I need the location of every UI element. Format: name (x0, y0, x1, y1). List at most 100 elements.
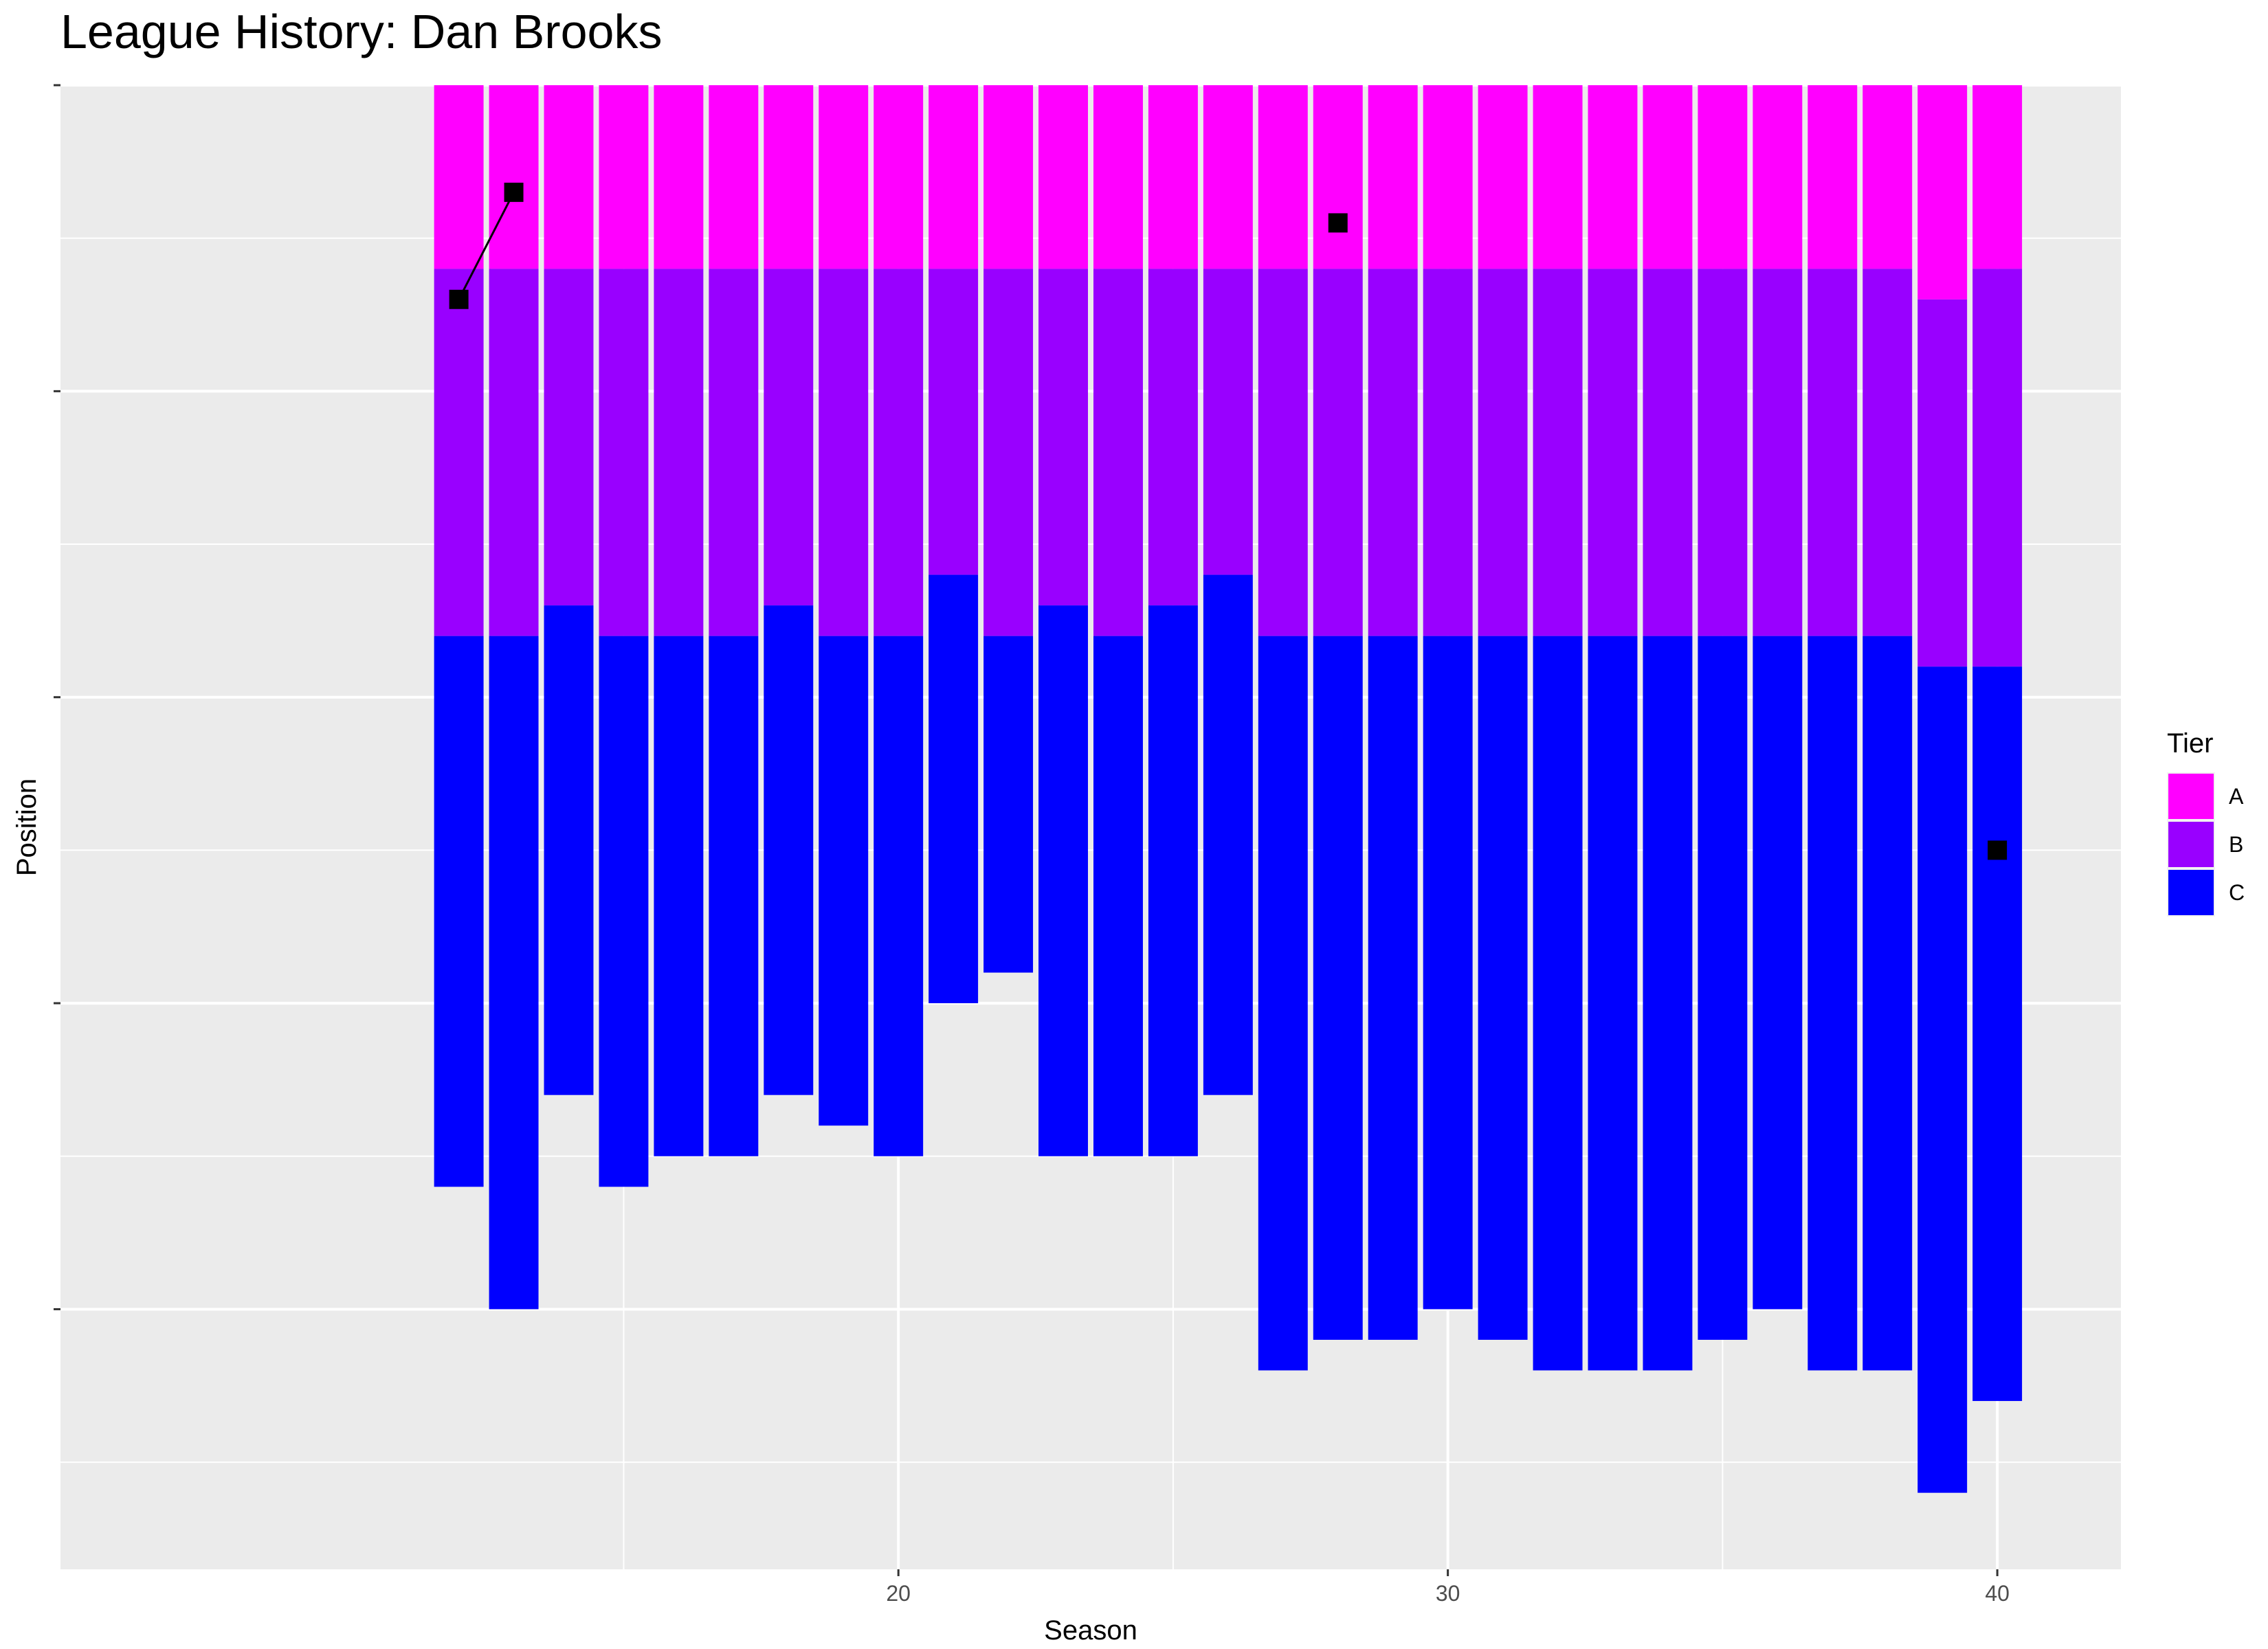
legend-swatch-a (2168, 774, 2214, 819)
bar-tier-a-season-35 (1698, 85, 1748, 269)
bar-tier-c-season-38 (1863, 636, 1913, 1371)
position-markers (449, 182, 2008, 860)
bar-tier-c-season-14 (544, 605, 594, 1095)
x-tick-label: 20 (886, 1581, 911, 1606)
bar-tier-b-season-18 (764, 269, 814, 606)
bar-tier-b-season-16 (654, 269, 704, 636)
position-marker-season-40 (1988, 840, 2008, 860)
bar-tier-c-season-22 (983, 636, 1034, 973)
y-axis-title: Position (12, 778, 42, 876)
bar-tier-a-season-25 (1148, 85, 1198, 269)
bar-tier-c-season-13 (489, 636, 539, 1310)
bar-tier-b-season-12 (434, 269, 484, 636)
bar-tier-b-season-22 (983, 269, 1034, 636)
bar-tier-b-season-40 (1972, 269, 2023, 667)
bar-tier-a-season-36 (1753, 85, 1803, 269)
bar-tier-b-season-39 (1917, 299, 1968, 667)
bars (434, 85, 2023, 1493)
bar-tier-b-season-24 (1093, 269, 1143, 636)
bar-tier-b-season-14 (544, 269, 594, 606)
bar-tier-a-season-32 (1533, 85, 1583, 269)
bar-tier-a-season-38 (1863, 85, 1913, 269)
bar-tier-c-season-24 (1093, 636, 1143, 1156)
bar-tier-c-season-19 (819, 636, 869, 1126)
bar-tier-a-season-12 (434, 85, 484, 269)
bar-tier-b-season-32 (1533, 269, 1583, 636)
bar-tier-c-season-37 (1808, 636, 1858, 1371)
bar-tier-c-season-35 (1698, 636, 1748, 1340)
bar-tier-c-season-32 (1533, 636, 1583, 1371)
bar-tier-b-season-34 (1643, 269, 1693, 636)
bar-tier-a-season-31 (1478, 85, 1528, 269)
bar-tier-a-season-27 (1258, 85, 1308, 269)
bar-tier-a-season-33 (1588, 85, 1638, 269)
bar-tier-c-season-21 (929, 574, 979, 1004)
bar-tier-b-season-31 (1478, 269, 1528, 636)
bar-tier-b-season-37 (1808, 269, 1858, 636)
bar-tier-c-season-12 (434, 636, 484, 1187)
bar-tier-b-season-35 (1698, 269, 1748, 636)
legend-label-b: B (2229, 832, 2243, 857)
bar-tier-c-season-18 (764, 605, 814, 1095)
bar-tier-c-season-36 (1753, 636, 1803, 1310)
bar-tier-a-season-17 (709, 85, 759, 269)
bar-tier-a-season-26 (1203, 85, 1253, 269)
position-marker-season-12 (449, 289, 469, 309)
bar-tier-a-season-23 (1038, 85, 1089, 269)
bar-tier-b-season-23 (1038, 269, 1089, 606)
bar-tier-c-season-31 (1478, 636, 1528, 1340)
bar-tier-a-season-29 (1368, 85, 1418, 269)
bar-tier-c-season-39 (1917, 666, 1968, 1493)
bar-tier-a-season-20 (874, 85, 924, 269)
position-marker-season-13 (504, 182, 524, 202)
bar-tier-a-season-34 (1643, 85, 1693, 269)
bar-tier-b-season-30 (1423, 269, 1473, 636)
bar-tier-a-season-19 (819, 85, 869, 269)
x-tick-label: 40 (1985, 1581, 2010, 1606)
bar-tier-c-season-33 (1588, 636, 1638, 1371)
bar-tier-b-season-27 (1258, 269, 1308, 636)
bar-tier-a-season-24 (1093, 85, 1143, 269)
bar-tier-b-season-36 (1753, 269, 1803, 636)
legend-swatch-b (2168, 822, 2214, 867)
axes: 20 30 40 (54, 84, 2010, 1606)
bar-tier-c-season-20 (874, 636, 924, 1156)
bar-tier-a-season-30 (1423, 85, 1473, 269)
bar-tier-b-season-26 (1203, 269, 1253, 575)
bar-tier-b-season-25 (1148, 269, 1198, 606)
chart-title: League History: Dan Brooks (60, 5, 662, 58)
bar-tier-c-season-23 (1038, 605, 1089, 1156)
bar-tier-b-season-33 (1588, 269, 1638, 636)
bar-tier-b-season-17 (709, 269, 759, 636)
bar-tier-a-season-22 (983, 85, 1034, 269)
bar-tier-c-season-25 (1148, 605, 1198, 1156)
bar-tier-c-season-40 (1972, 666, 2023, 1402)
bar-tier-b-season-15 (599, 269, 649, 636)
bar-tier-b-season-29 (1368, 269, 1418, 636)
position-line (458, 192, 515, 300)
bar-tier-c-season-27 (1258, 636, 1308, 1371)
legend: Tier ABC (2167, 728, 2245, 917)
bar-tier-c-season-17 (709, 636, 759, 1156)
bar-tier-a-season-15 (599, 85, 649, 269)
x-tick-label: 30 (1436, 1581, 1460, 1606)
bar-tier-a-season-21 (929, 85, 979, 269)
bar-tier-b-season-19 (819, 269, 869, 636)
bar-tier-c-season-28 (1313, 636, 1363, 1340)
legend-title: Tier (2167, 728, 2213, 759)
bar-tier-a-season-40 (1972, 85, 2023, 269)
bar-tier-b-season-38 (1863, 269, 1913, 636)
bar-tier-b-season-13 (489, 269, 539, 636)
bar-tier-c-season-29 (1368, 636, 1418, 1340)
bar-tier-a-season-13 (489, 85, 539, 269)
bar-tier-c-season-15 (599, 636, 649, 1187)
legend-label-c: C (2229, 880, 2245, 905)
legend-label-a: A (2229, 784, 2244, 809)
bar-tier-a-season-16 (654, 85, 704, 269)
bar-tier-c-season-16 (654, 636, 704, 1156)
legend-swatch-c (2168, 870, 2214, 915)
bar-tier-a-season-39 (1917, 85, 1968, 300)
bar-tier-a-season-28 (1313, 85, 1363, 269)
bar-tier-a-season-18 (764, 85, 814, 269)
